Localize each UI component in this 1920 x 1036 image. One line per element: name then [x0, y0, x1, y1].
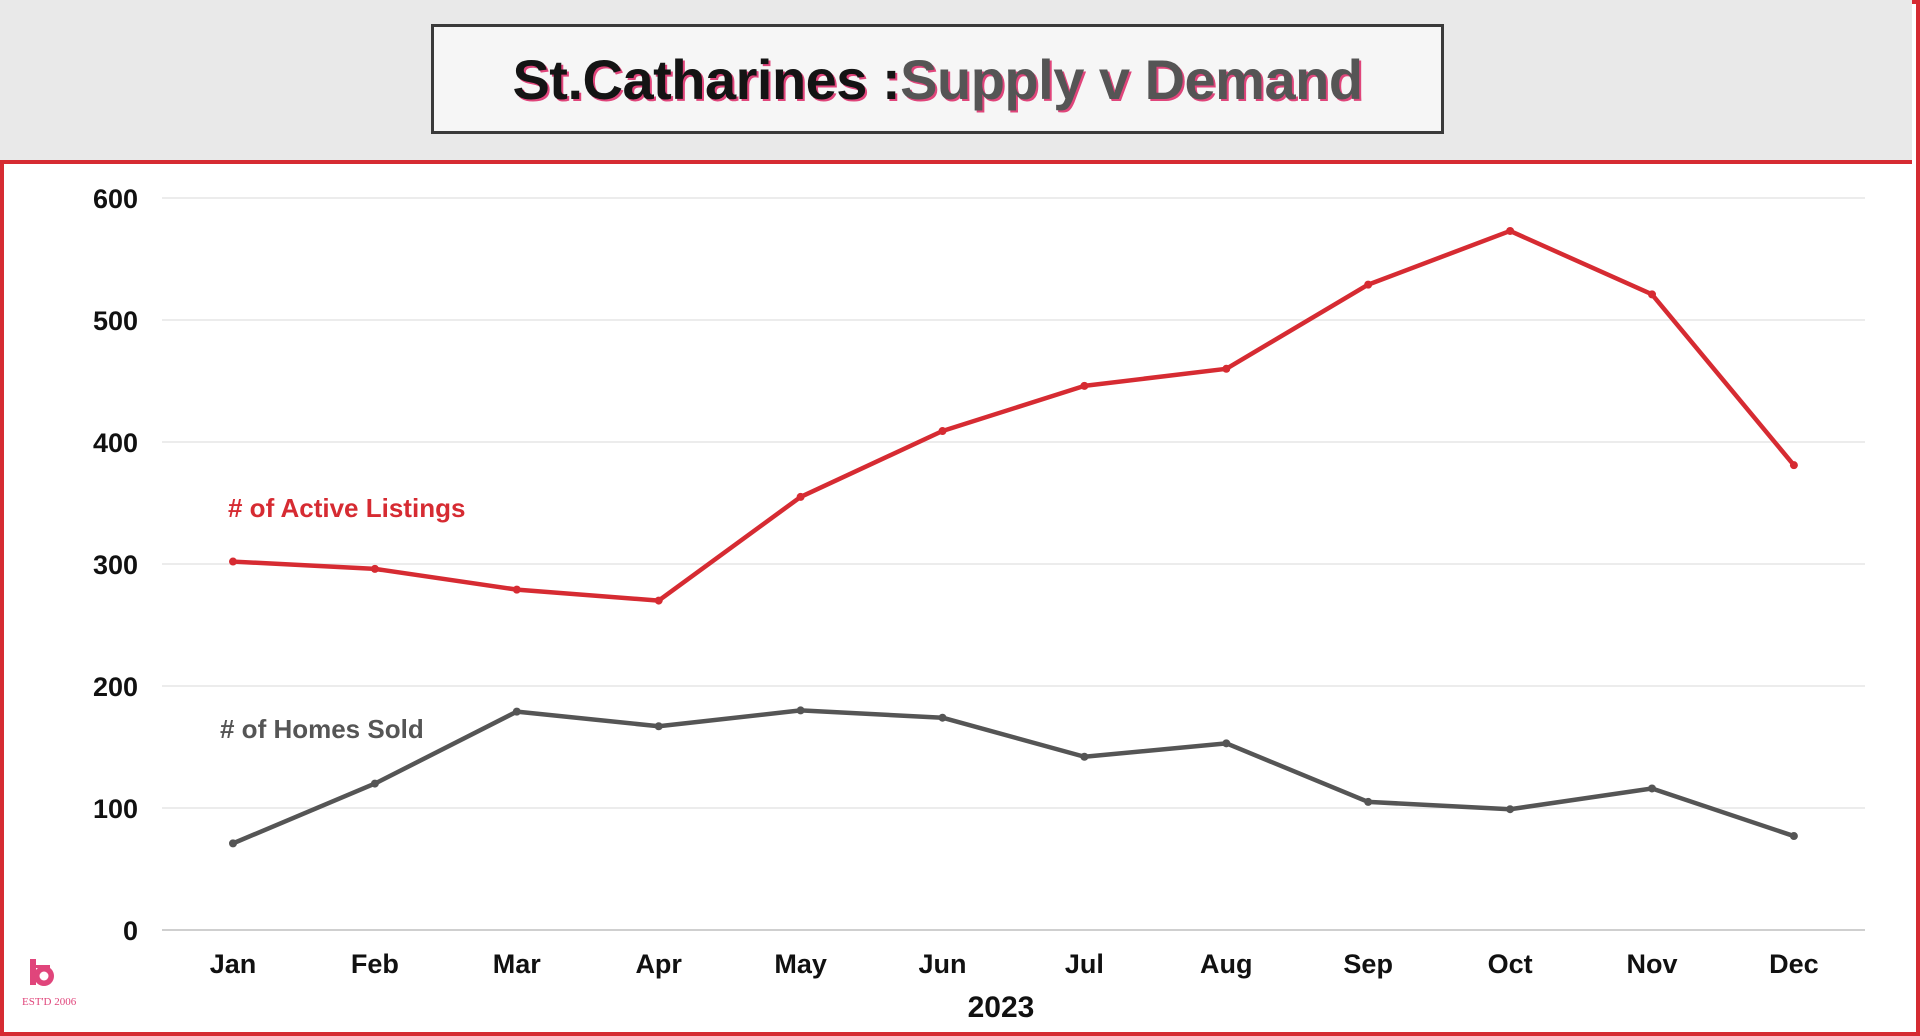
y-tick-label: 100: [93, 794, 138, 824]
y-tick-label: 0: [123, 916, 138, 946]
series-point: [1506, 226, 1515, 235]
series-point: [512, 707, 521, 716]
x-axis-ticks: Jan Feb Mar Apr May Jun Jul Aug Sep Oct Nov Dec: [210, 949, 1819, 979]
series-point: [1364, 280, 1373, 289]
header-band: St.Catharines : Supply v Demand: [0, 0, 1912, 164]
x-tick-label: Sep: [1343, 949, 1393, 979]
series-label-homes-sold: # of Homes Sold: [220, 714, 424, 744]
series-point: [229, 839, 237, 848]
series-point: [938, 713, 947, 722]
y-tick-label: 600: [93, 184, 138, 214]
brand-logo: EST'D 2006: [22, 956, 82, 1014]
x-tick-label: Nov: [1626, 949, 1677, 979]
series-line-0: [230, 228, 1797, 603]
chart-title-location: St.Catharines :: [512, 47, 901, 111]
chart-title: St.Catharines : Supply v Demand: [431, 24, 1444, 134]
series-point: [938, 427, 947, 436]
series-point: [1364, 797, 1373, 806]
series-point: [370, 564, 379, 573]
x-tick-label: Dec: [1769, 949, 1819, 979]
x-tick-label: Aug: [1200, 949, 1252, 979]
series-point: [654, 596, 663, 605]
series-point: [1506, 805, 1515, 814]
y-tick-label: 300: [93, 550, 138, 580]
series-point: [796, 492, 805, 501]
x-tick-label: Jan: [210, 949, 257, 979]
y-tick-label: 200: [93, 672, 138, 702]
series-point: [1222, 364, 1231, 373]
x-tick-label: Mar: [493, 949, 542, 979]
series-point: [796, 706, 805, 715]
series-point: [1222, 739, 1231, 748]
logo-text: EST'D 2006: [22, 996, 77, 1008]
series-point: [1789, 832, 1798, 841]
series-point: [1648, 290, 1656, 299]
series-point: [1648, 784, 1656, 793]
series-line-1: [230, 708, 1797, 846]
series-group: [229, 226, 1798, 848]
series-label-active-listings: # of Active Listings: [228, 493, 465, 523]
logo-b-icon: [30, 959, 54, 986]
y-tick-label: 400: [93, 428, 138, 458]
x-tick-label: Jul: [1065, 949, 1104, 979]
series-point: [512, 585, 521, 594]
grid-lines: [162, 197, 1865, 931]
x-tick-label: May: [774, 949, 827, 979]
series-point: [229, 557, 237, 566]
y-axis-ticks: 0 100 200 300 400 500 600: [93, 184, 138, 946]
chart-title-subject: Supply v Demand: [900, 47, 1363, 111]
y-tick-label: 500: [93, 306, 138, 336]
x-tick-label: Apr: [635, 949, 682, 979]
x-tick-label: Feb: [351, 949, 399, 979]
series-point: [1080, 381, 1089, 390]
series-point: [654, 722, 663, 731]
x-axis-title: 2023: [968, 991, 1035, 1024]
series-point: [1789, 461, 1798, 470]
x-tick-label: Jun: [918, 949, 966, 979]
series-point: [370, 779, 379, 788]
series-point: [1080, 752, 1089, 761]
x-tick-label: Oct: [1488, 949, 1533, 979]
